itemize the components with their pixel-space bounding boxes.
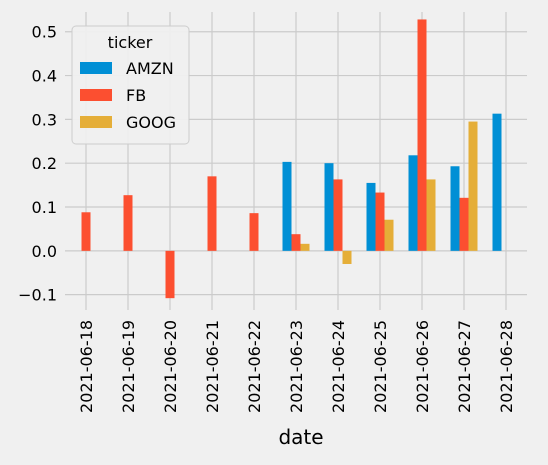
- bar-fb-2021-06-27: [459, 197, 469, 251]
- x-tick-label: 2021-06-26: [413, 320, 432, 413]
- bar-fb-2021-06-24: [333, 179, 343, 251]
- x-tick-label: 2021-06-23: [287, 320, 306, 413]
- bar-fb-2021-06-22: [249, 213, 259, 251]
- x-tick-label: 2021-06-18: [77, 320, 96, 413]
- y-axis: −0.1 0.0 0.1 0.2 0.3 0.4 0.5: [18, 23, 57, 305]
- x-tick-label: 2021-06-19: [119, 320, 138, 413]
- bar-amzn-2021-06-26: [408, 155, 418, 251]
- x-tick-label: 2021-06-22: [245, 320, 264, 413]
- y-tick-label: 0.3: [32, 110, 57, 129]
- x-tick-label: 2021-06-28: [497, 320, 516, 413]
- bar-goog-2021-06-25: [384, 219, 394, 251]
- x-tick-label: 2021-06-27: [455, 320, 474, 413]
- y-tick-label: −0.1: [18, 286, 57, 305]
- bar-amzn-2021-06-27: [450, 166, 460, 251]
- legend-swatch-amzn: [80, 62, 112, 74]
- bar-amzn-2021-06-24: [324, 163, 334, 251]
- x-tick-label: 2021-06-20: [161, 320, 180, 413]
- y-tick-label: 0.4: [32, 67, 57, 86]
- bar-fb-2021-06-18: [81, 212, 91, 251]
- x-tick-label: 2021-06-24: [329, 320, 348, 413]
- y-tick-label: 0.0: [32, 242, 57, 261]
- y-tick-label: 0.2: [32, 154, 57, 173]
- legend: ticker AMZN FB GOOG: [71, 25, 190, 145]
- bar-amzn-2021-06-25: [366, 182, 376, 251]
- legend-label-amzn: AMZN: [126, 59, 174, 78]
- x-tick-label: 2021-06-25: [371, 320, 390, 413]
- bar-fb-2021-06-20: [165, 250, 175, 299]
- legend-frame: [71, 25, 190, 145]
- legend-label-fb: FB: [126, 86, 146, 105]
- bar-fb-2021-06-23: [291, 234, 301, 251]
- bar-fb-2021-06-19: [123, 195, 133, 251]
- bar-goog-2021-06-27: [468, 121, 478, 251]
- legend-label-goog: GOOG: [126, 113, 176, 132]
- y-tick-label: 0.1: [32, 198, 57, 217]
- bar-fb-2021-06-21: [207, 176, 217, 251]
- bar-goog-2021-06-26: [426, 179, 436, 251]
- bars: [81, 19, 502, 299]
- bar-amzn-2021-06-28: [492, 113, 502, 251]
- bar-goog-2021-06-24: [342, 250, 352, 264]
- bar-fb-2021-06-25: [375, 192, 385, 251]
- legend-title: ticker: [108, 33, 153, 52]
- legend-swatch-fb: [80, 89, 112, 101]
- bar-fb-2021-06-26: [417, 19, 427, 251]
- legend-swatch-goog: [80, 116, 112, 128]
- x-axis-label: date: [278, 425, 323, 449]
- y-tick-label: 0.5: [32, 23, 57, 42]
- x-axis: 2021-06-18 2021-06-19 2021-06-20 2021-06-21…: [77, 320, 516, 413]
- bar-goog-2021-06-23: [300, 243, 310, 251]
- x-tick-label: 2021-06-21: [203, 320, 222, 413]
- bar-amzn-2021-06-23: [282, 161, 292, 251]
